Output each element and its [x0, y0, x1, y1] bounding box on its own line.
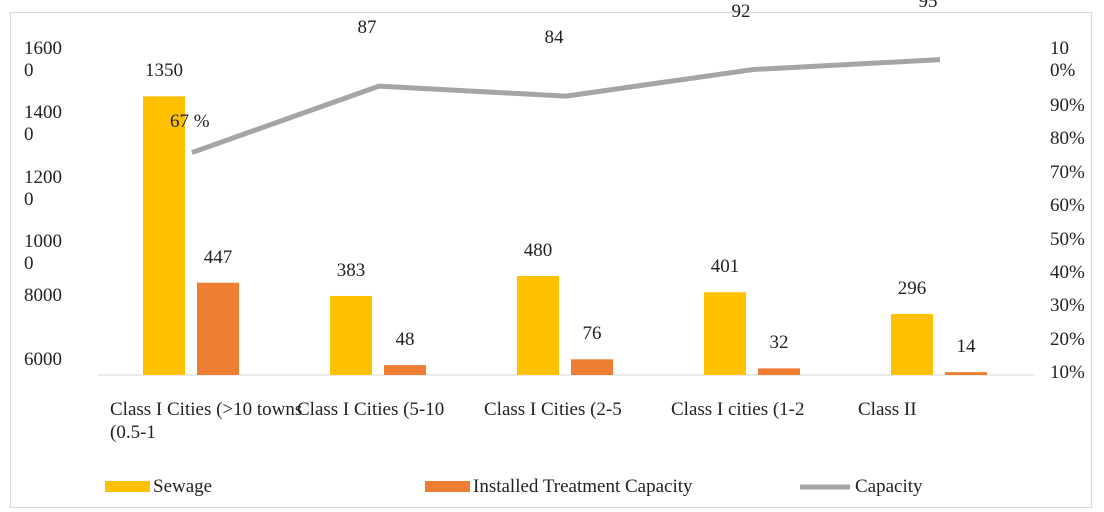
data-label: 480 — [523, 239, 553, 261]
y2-axis-label: 20% — [1050, 328, 1085, 350]
x-tick-label: Class I Cities (5-10 — [297, 399, 445, 420]
x-tick-label: Class I Cities (>10 towns (0.5-1 — [110, 399, 303, 443]
legend-swatch — [105, 481, 150, 492]
legend-swatch — [425, 481, 470, 492]
data-label: 1350 — [145, 60, 183, 82]
bar — [197, 282, 239, 375]
bar — [571, 359, 613, 375]
data-label: 76 — [582, 323, 602, 345]
x-tick-label: Class I cities (1-2 — [671, 399, 805, 420]
legend-label: Installed Treatment Capacity — [473, 476, 693, 497]
x-tick-label: Class II — [858, 399, 917, 420]
y-axis-label: 6000 — [24, 349, 62, 370]
y2-axis-label: 70% — [1050, 161, 1085, 183]
data-label: 32 — [769, 332, 789, 354]
y2-axis-label: 90% — [1050, 95, 1085, 116]
bar — [704, 292, 746, 375]
y2-axis-label: 10% — [1050, 362, 1085, 383]
y2-axis-label: 40% — [1050, 261, 1085, 283]
y2-axis-label: 80% — [1050, 128, 1085, 150]
data-label: 87 — [357, 17, 377, 39]
bar — [143, 96, 185, 376]
data-label: 383 — [336, 259, 366, 281]
x-tick-label: Class I Cities (2-5 — [484, 399, 622, 420]
data-label: 95 — [918, 0, 938, 12]
y2-axis-label: 30% — [1050, 295, 1085, 317]
bar — [758, 368, 800, 375]
legend-label: Capacity — [855, 476, 923, 497]
bar — [945, 372, 987, 375]
data-label: 92 — [731, 0, 751, 22]
y-axis-label: 8000 — [24, 284, 62, 306]
y2-axis-label: 100% — [1050, 38, 1076, 81]
data-label: 48 — [395, 329, 415, 351]
bar — [517, 275, 559, 375]
bar — [384, 365, 426, 375]
data-label: 447 — [203, 246, 233, 268]
data-label: 14 — [956, 336, 976, 358]
legend-label: Sewage — [153, 476, 213, 497]
y-axis-label: 10000 — [24, 231, 62, 275]
y2-axis-label: 60% — [1050, 195, 1085, 217]
line — [191, 57, 941, 155]
y-axis-label: 16000 — [24, 38, 62, 81]
data-label: 67 % — [170, 110, 210, 132]
y2-axis-label: 50% — [1050, 228, 1085, 250]
bar — [330, 295, 372, 375]
chart-frame — [10, 12, 1092, 508]
data-label: 401 — [710, 256, 740, 278]
bar — [891, 313, 933, 375]
data-label: 84 — [544, 27, 564, 49]
y-axis-label: 14000 — [24, 102, 62, 146]
y-axis-label: 12000 — [24, 166, 62, 210]
data-label: 296 — [897, 277, 927, 299]
